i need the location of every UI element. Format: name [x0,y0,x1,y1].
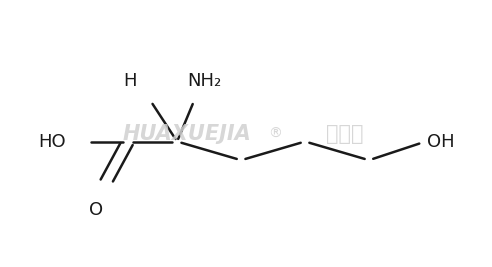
Text: NH₂: NH₂ [187,72,221,91]
Text: H: H [123,72,137,91]
Text: O: O [89,201,103,219]
Text: 化学奸: 化学奸 [326,124,363,143]
Text: ®: ® [269,127,282,140]
Text: HUAXUEJIA: HUAXUEJIA [123,124,251,143]
Text: HO: HO [38,132,65,151]
Text: OH: OH [427,132,454,151]
